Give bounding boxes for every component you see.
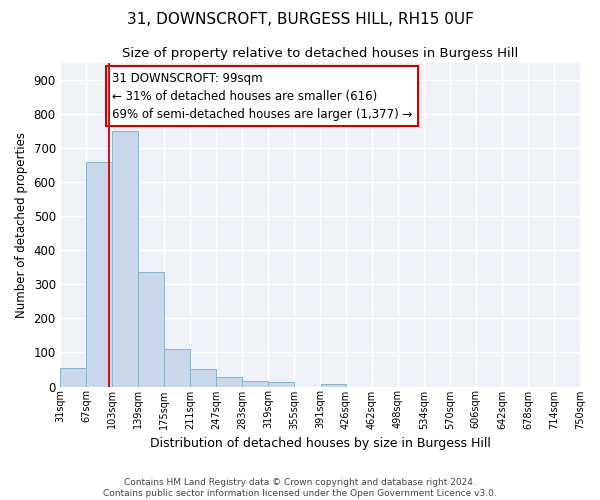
Bar bbox=[242, 382, 268, 386]
Bar bbox=[60, 368, 86, 386]
Bar bbox=[112, 131, 138, 386]
Text: 31, DOWNSCROFT, BURGESS HILL, RH15 0UF: 31, DOWNSCROFT, BURGESS HILL, RH15 0UF bbox=[127, 12, 473, 28]
Title: Size of property relative to detached houses in Burgess Hill: Size of property relative to detached ho… bbox=[122, 48, 518, 60]
Bar bbox=[86, 162, 112, 386]
Text: 31 DOWNSCROFT: 99sqm
← 31% of detached houses are smaller (616)
69% of semi-deta: 31 DOWNSCROFT: 99sqm ← 31% of detached h… bbox=[112, 72, 412, 120]
Bar bbox=[217, 378, 242, 386]
Bar bbox=[190, 369, 216, 386]
Bar bbox=[268, 382, 294, 386]
Bar bbox=[138, 272, 164, 386]
Text: Contains HM Land Registry data © Crown copyright and database right 2024.
Contai: Contains HM Land Registry data © Crown c… bbox=[103, 478, 497, 498]
Bar bbox=[320, 384, 346, 386]
X-axis label: Distribution of detached houses by size in Burgess Hill: Distribution of detached houses by size … bbox=[149, 437, 490, 450]
Bar bbox=[164, 349, 190, 387]
Y-axis label: Number of detached properties: Number of detached properties bbox=[15, 132, 28, 318]
